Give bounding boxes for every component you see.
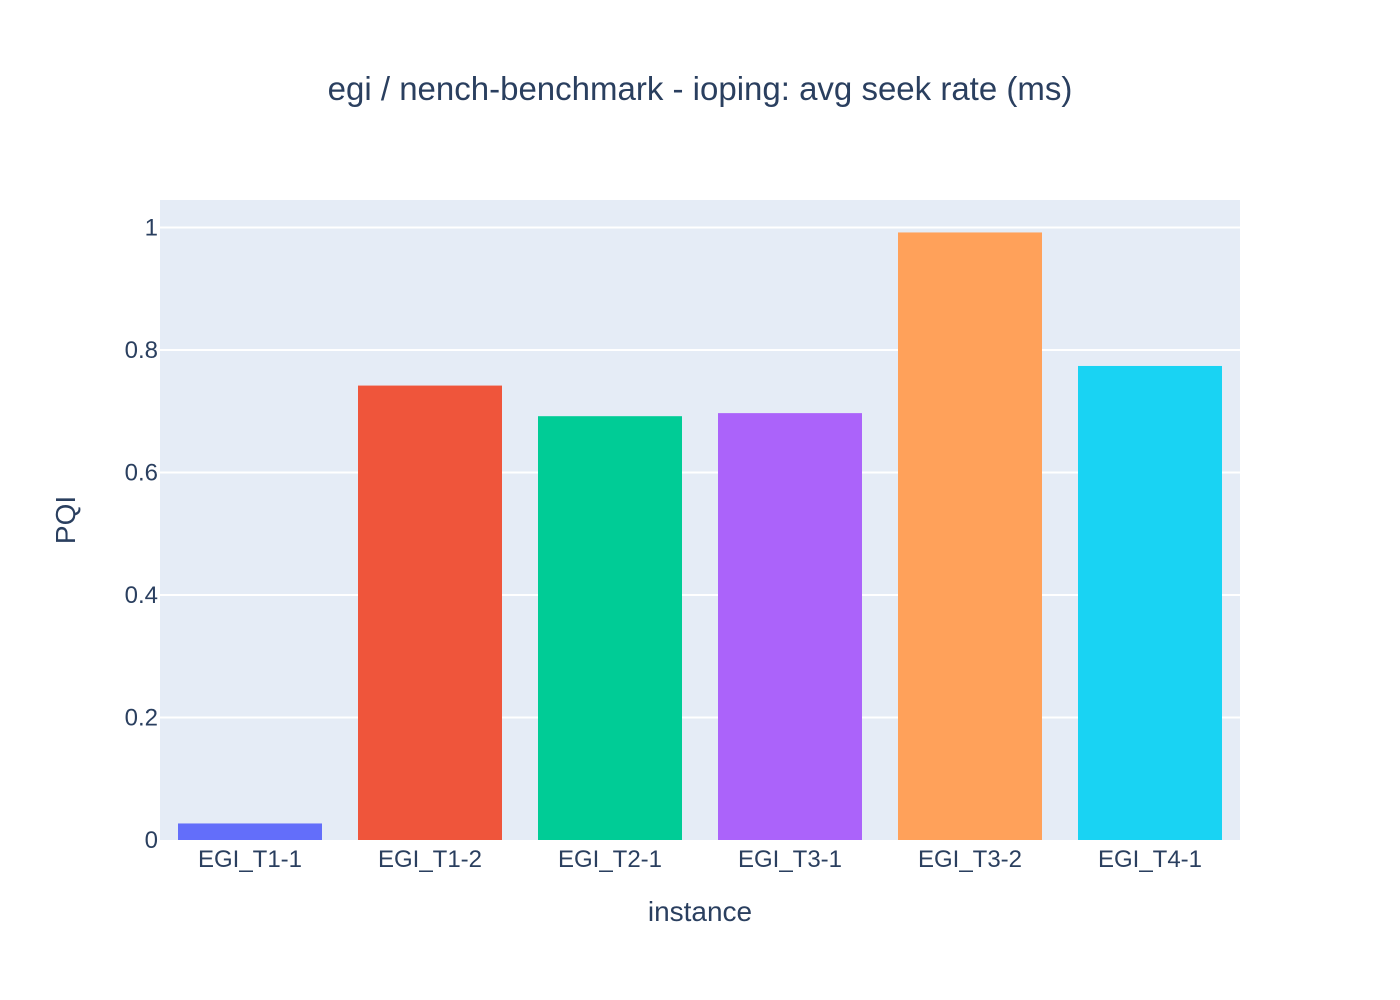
y-axis-ticks: 0 0.2 0.4 0.6 0.8 1 — [125, 215, 158, 854]
chart-title: egi / nench-benchmark - ioping: avg seek… — [328, 70, 1073, 107]
x-tick-label: EGI_T1-2 — [378, 846, 482, 873]
bar-egi-t1-1[interactable] — [178, 823, 322, 840]
y-tick-label: 0.8 — [125, 337, 158, 364]
y-tick-label: 1 — [145, 215, 158, 242]
gridlines — [160, 226, 1240, 719]
bar-egi-t4-1[interactable] — [1078, 365, 1222, 840]
y-axis-title: PQI — [50, 496, 81, 544]
x-tick-label: EGI_T2-1 — [558, 846, 662, 873]
x-tick-label: EGI_T3-1 — [738, 846, 842, 873]
x-tick-label: EGI_T4-1 — [1098, 846, 1202, 873]
bar-egi-t3-2[interactable] — [898, 232, 1042, 840]
bar-egi-t3-1[interactable] — [718, 413, 862, 840]
y-tick-label: 0.4 — [125, 582, 158, 609]
x-axis-title: instance — [648, 896, 752, 927]
y-tick-label: 0.2 — [125, 705, 158, 732]
x-tick-label: EGI_T1-1 — [198, 846, 302, 873]
plot-area — [160, 200, 1240, 840]
y-tick-label: 0 — [145, 827, 158, 854]
bar-egi-t2-1[interactable] — [538, 416, 682, 840]
bars — [178, 232, 1222, 840]
x-axis-ticks: EGI_T1-1 EGI_T1-2 EGI_T2-1 EGI_T3-1 EGI_T3-2… — [198, 846, 1202, 873]
bar-egi-t1-2[interactable] — [358, 385, 502, 840]
y-tick-label: 0.6 — [125, 460, 158, 487]
x-tick-label: EGI_T3-2 — [918, 846, 1022, 873]
